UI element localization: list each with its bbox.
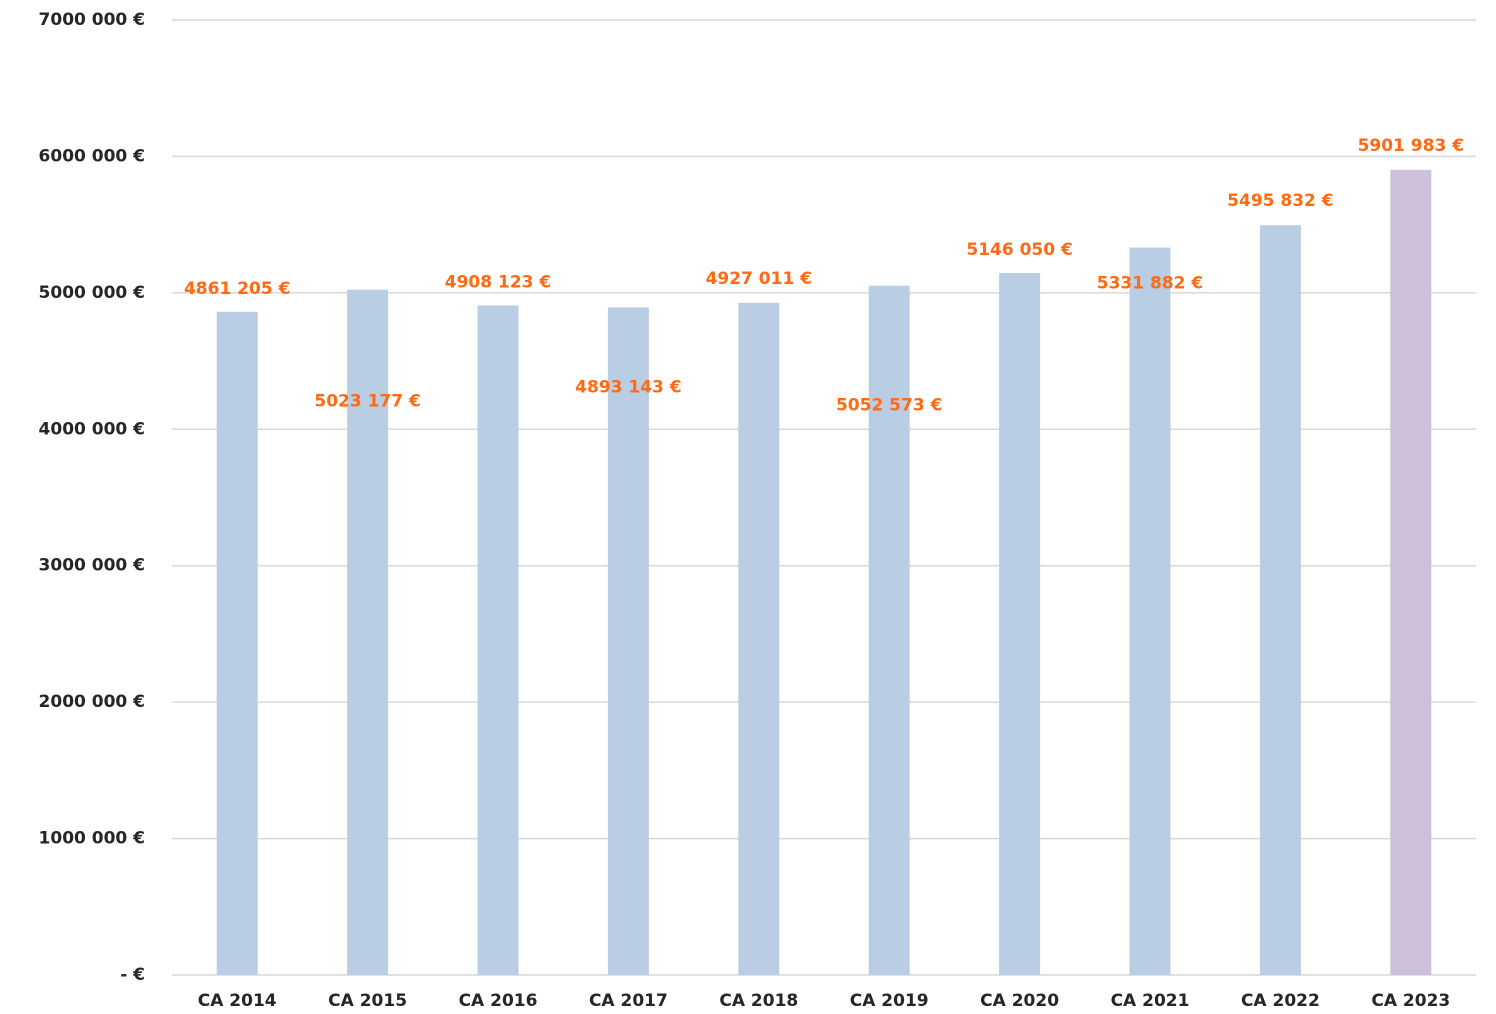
y-tick-label: 2000 000 €: [39, 692, 145, 712]
bar: [1390, 169, 1432, 975]
data-label: 4893 143 €: [575, 377, 681, 397]
x-tick-label: CA 2023: [1371, 991, 1450, 1011]
x-tick-label: CA 2017: [589, 991, 668, 1011]
x-tick-label: CA 2022: [1241, 991, 1320, 1011]
data-label: 5331 882 €: [1097, 274, 1203, 294]
bar: [477, 305, 519, 975]
y-tick-label: 4000 000 €: [39, 419, 145, 439]
data-label: 4927 011 €: [706, 269, 812, 289]
data-label: 5023 177 €: [314, 392, 420, 412]
y-tick-label: - €: [120, 965, 145, 985]
x-tick-label: CA 2014: [198, 991, 277, 1011]
data-label: 5052 573 €: [836, 396, 942, 416]
bar: [868, 285, 910, 975]
x-tick-label: CA 2015: [328, 991, 407, 1011]
x-tick-label: CA 2019: [850, 991, 929, 1011]
bar: [1129, 247, 1171, 975]
data-label: 5146 050 €: [966, 240, 1072, 260]
data-label: 5495 832 €: [1227, 191, 1333, 211]
y-tick-label: 7000 000 €: [39, 10, 145, 30]
y-tick-label: 1000 000 €: [39, 829, 145, 849]
y-tick-label: 6000 000 €: [39, 146, 145, 166]
x-tick-label: CA 2018: [719, 991, 798, 1011]
data-label: 4908 123 €: [445, 272, 551, 292]
bar: [607, 307, 649, 975]
data-label: 5901 983 €: [1358, 136, 1464, 156]
data-label: 4861 205 €: [184, 279, 290, 299]
bar: [738, 302, 780, 975]
x-tick-label: CA 2020: [980, 991, 1059, 1011]
bar: [1259, 225, 1301, 975]
bar: [216, 311, 258, 976]
bar: [999, 272, 1041, 975]
y-tick-label: 3000 000 €: [39, 556, 145, 576]
y-tick-label: 5000 000 €: [39, 283, 145, 303]
x-tick-label: CA 2016: [459, 991, 538, 1011]
bar: [347, 289, 389, 975]
x-tick-label: CA 2021: [1111, 991, 1190, 1011]
